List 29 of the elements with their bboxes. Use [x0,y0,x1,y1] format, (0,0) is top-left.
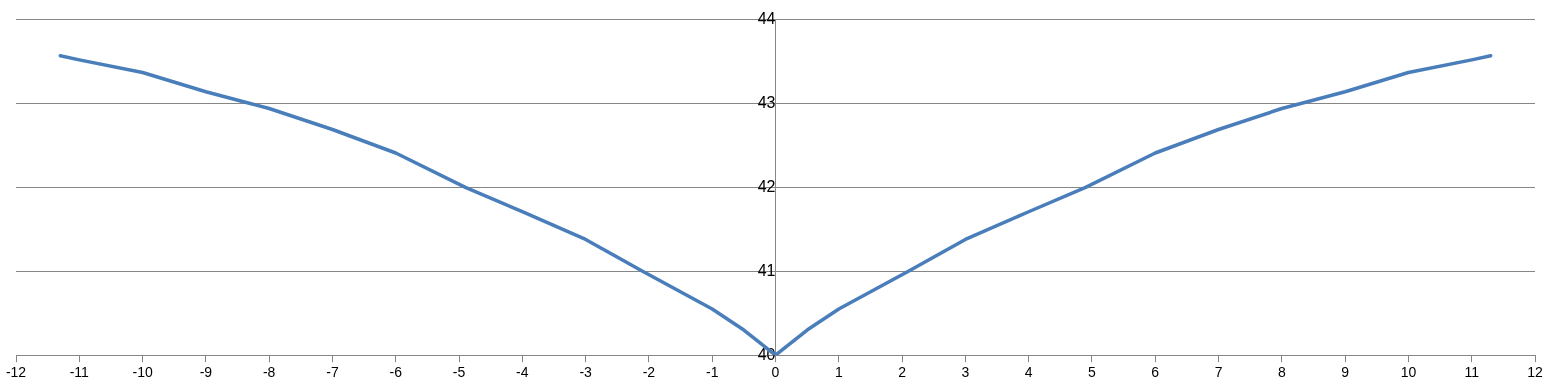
x-tick-label: 11 [1464,364,1480,381]
x-tick-label: 8 [1277,364,1286,381]
x-tick-label: -1 [705,364,719,381]
x-tick-label: 10 [1400,364,1417,381]
x-tick-label: -10 [132,364,153,381]
x-tick-label: -6 [389,364,403,381]
x-tick-label: 4 [1024,364,1033,381]
x-tick-label: -11 [69,364,90,381]
x-tick-label: 12 [1527,364,1543,381]
x-tick-label: -9 [199,364,213,381]
x-tick-label: 5 [1088,364,1097,381]
x-tick-label: 3 [961,364,970,381]
x-tick-label: -12 [5,364,27,381]
x-tick-label: 1 [834,364,843,381]
y-tick-label: 44 [757,10,776,28]
x-tick-label: 9 [1341,364,1350,381]
x-tick-label: 7 [1214,364,1223,381]
x-tick-label: -8 [262,364,276,381]
x-tick-label: -3 [579,364,593,381]
y-tick-label: 43 [757,93,776,111]
x-tick-label: 6 [1151,364,1160,381]
x-tick-label: -7 [326,364,339,381]
y-tick-label: 41 [757,261,776,279]
x-tick-label: 0 [771,364,780,381]
x-tick-label: -4 [516,364,529,381]
y-tick-label: 42 [757,177,776,195]
x-tick-label: -5 [452,364,466,381]
x-tick-label: 2 [898,364,907,381]
x-tick-label: -2 [642,364,656,381]
